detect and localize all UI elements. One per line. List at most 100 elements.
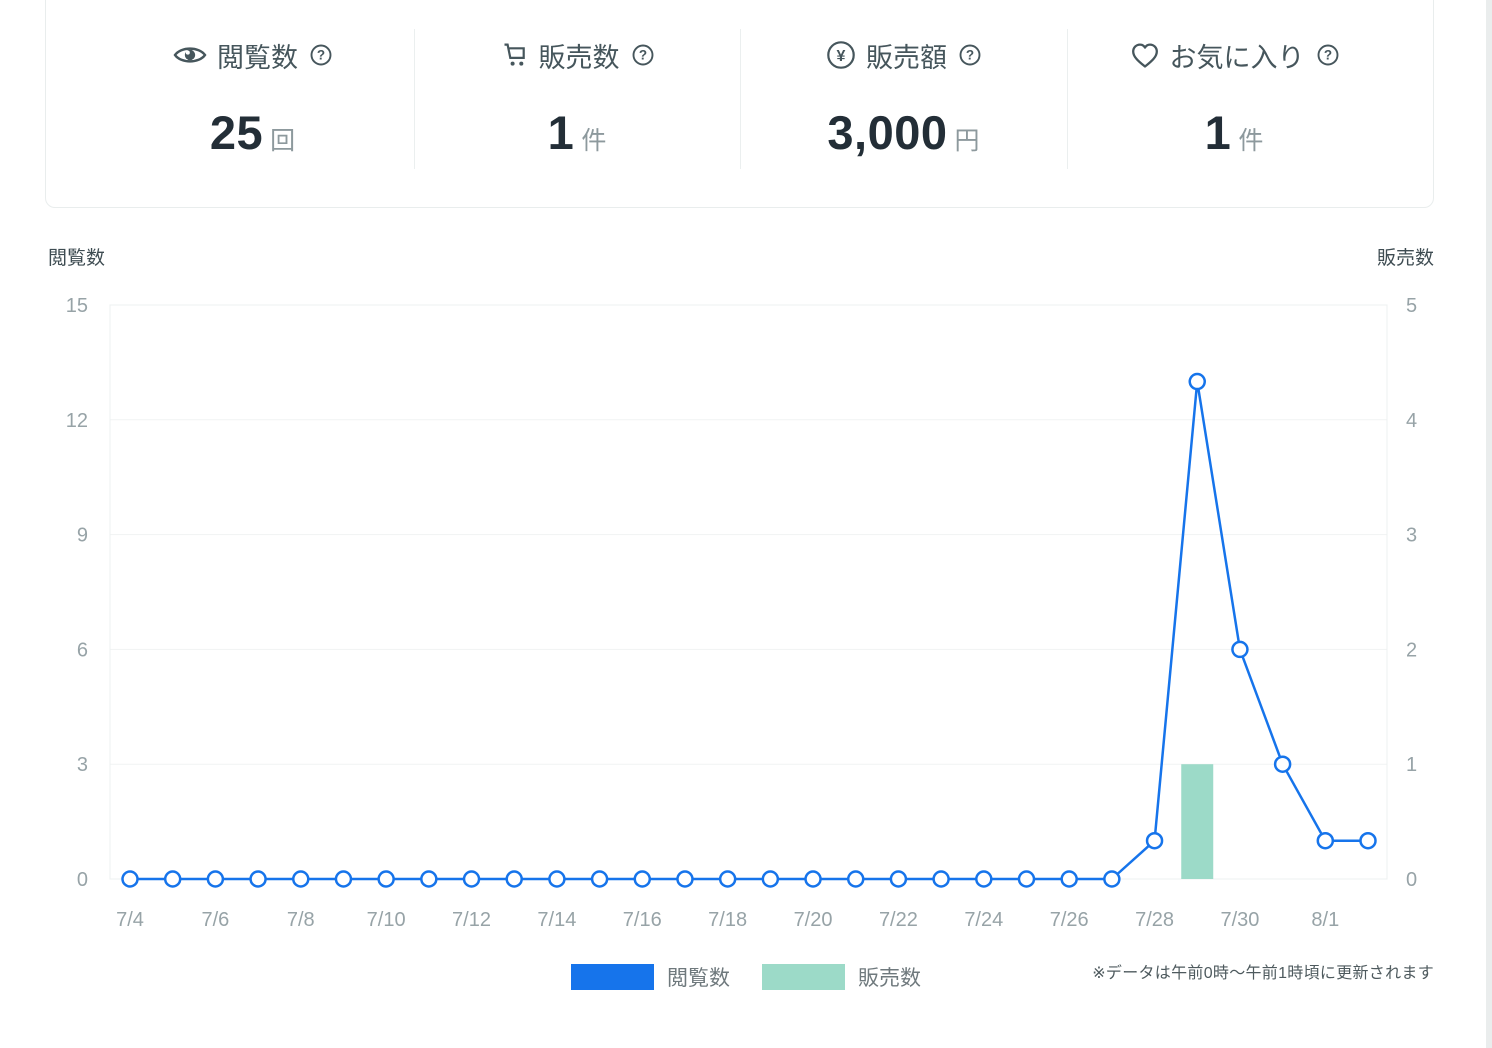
views-line: [130, 380, 1368, 881]
views-point: [846, 870, 865, 888]
views-point: [1359, 831, 1377, 850]
views-point: [718, 870, 737, 888]
left-axis-tick-label: 6: [77, 639, 88, 661]
plot-border: [109, 304, 1388, 880]
right-axis-tick-label: 2: [1406, 639, 1417, 661]
views-point: [676, 870, 694, 888]
views-point: [889, 870, 908, 888]
views-point: [1145, 831, 1164, 850]
stat-favorites-label: お気に入り: [1169, 42, 1305, 73]
stat-sales-count-unit: 件: [581, 127, 607, 155]
views-point: [163, 870, 182, 888]
views-point: [121, 870, 139, 888]
sales-bar: [1181, 764, 1214, 879]
stat-sales-count-label: 販売数: [538, 42, 620, 73]
stat-sales-amount: ¥ 販売額 ? 3,000 円: [740, 0, 1067, 207]
views-point: [1103, 870, 1121, 888]
x-axis-tick-label: 7/6: [201, 909, 229, 931]
stat-divider: [414, 29, 415, 169]
views-point: [1060, 870, 1078, 888]
views-point: [420, 870, 438, 888]
x-axis-tick-label: 7/30: [1220, 909, 1259, 931]
left-axis-tick-label: 12: [66, 410, 88, 432]
stat-sales-count-number: 1: [547, 106, 575, 159]
left-axis-tick-label: 3: [77, 754, 88, 776]
stat-views: 閲覧数 ? 25 回: [91, 0, 414, 207]
stat-sales-count-header: 販売数 ?: [414, 37, 740, 73]
stat-favorites-unit: 件: [1238, 127, 1264, 155]
right-axis-title: 販売数: [1377, 247, 1434, 269]
x-axis-tick-label: 7/18: [708, 909, 747, 931]
yen-glyph: ¥: [837, 48, 846, 65]
left-axis-tick-label: 9: [77, 525, 88, 547]
views-point: [932, 870, 950, 888]
views-legend-label: 閲覧数: [667, 967, 730, 990]
help-question-glyph: ?: [317, 48, 325, 63]
legend-item-sales: 販売数: [762, 962, 921, 992]
sales-legend-label: 販売数: [858, 967, 921, 990]
legend-item-views: 閲覧数: [571, 962, 730, 992]
left-axis-title: 閲覧数: [48, 247, 105, 269]
views-point: [334, 870, 353, 888]
views-point: [1273, 755, 1292, 773]
views-point: [505, 870, 523, 888]
heart-icon: [1131, 43, 1158, 68]
x-axis-tick-label: 8/1: [1311, 909, 1339, 931]
help-icon[interactable]: ?: [310, 44, 332, 66]
views-point: [804, 870, 822, 888]
views-point: [590, 870, 609, 888]
sales-legend-swatch: [762, 964, 845, 990]
views-point: [377, 870, 395, 888]
scrollbar-track[interactable]: [1486, 0, 1492, 1048]
stat-views-header: 閲覧数 ?: [91, 37, 414, 73]
left-axis-tick-label: 15: [66, 295, 88, 317]
x-axis-tick-label: 7/10: [367, 909, 406, 931]
stat-views-label: 閲覧数: [217, 42, 298, 73]
x-axis-tick-label: 7/12: [452, 909, 491, 931]
views-point: [975, 870, 993, 888]
right-axis-tick-label: 0: [1406, 869, 1417, 891]
views-point: [462, 870, 481, 888]
stat-divider: [740, 29, 741, 169]
stat-favorites-value: 1 件: [1067, 105, 1401, 160]
right-axis-tick-label: 4: [1406, 410, 1417, 432]
right-axis-tick-label: 1: [1406, 754, 1417, 776]
stat-views-value: 25 回: [91, 105, 414, 160]
views-point: [761, 870, 780, 888]
views-point: [1316, 831, 1335, 850]
views-point: [292, 870, 310, 888]
left-axis-tick-label: 0: [77, 869, 88, 891]
stat-sales-amount-header: ¥ 販売額 ?: [740, 37, 1067, 73]
x-axis-tick-label: 7/28: [1135, 909, 1174, 931]
stat-favorites-number: 1: [1204, 106, 1232, 159]
views-point: [1017, 870, 1036, 888]
data-update-note: ※データは午前0時〜午前1時頃に更新されます: [1092, 965, 1434, 982]
views-point: [249, 870, 267, 888]
help-icon[interactable]: ?: [632, 44, 654, 66]
stat-favorites-header: お気に入り ?: [1067, 37, 1401, 73]
cart-icon: [504, 43, 525, 66]
help-icon[interactable]: ?: [959, 44, 981, 66]
x-axis-tick-label: 7/22: [879, 909, 918, 931]
stat-favorites: お気に入り ? 1 件: [1067, 0, 1401, 207]
views-point: [633, 870, 652, 888]
x-axis-tick-label: 7/26: [1050, 909, 1089, 931]
views-point: [1188, 372, 1206, 391]
stat-sales-amount-value: 3,000 円: [740, 105, 1067, 160]
x-axis-tick-label: 7/4: [116, 909, 144, 931]
x-axis-tick-label: 7/20: [794, 909, 833, 931]
right-axis-tick-label: 5: [1406, 295, 1417, 317]
stat-sales-amount-label: 販売額: [866, 42, 947, 73]
eye-icon: [173, 47, 207, 63]
stat-sales-count-value: 1 件: [414, 105, 740, 160]
views-point: [1231, 640, 1249, 659]
stat-views-unit: 回: [270, 127, 296, 155]
stat-divider: [1067, 29, 1068, 169]
views-point: [206, 870, 225, 888]
help-icon[interactable]: ?: [1317, 44, 1339, 66]
views-legend-swatch: [571, 964, 654, 990]
x-axis-tick-label: 7/24: [964, 909, 1003, 931]
help-question-glyph: ?: [966, 48, 974, 63]
views-point: [548, 870, 566, 888]
right-axis-tick-label: 3: [1406, 525, 1417, 547]
